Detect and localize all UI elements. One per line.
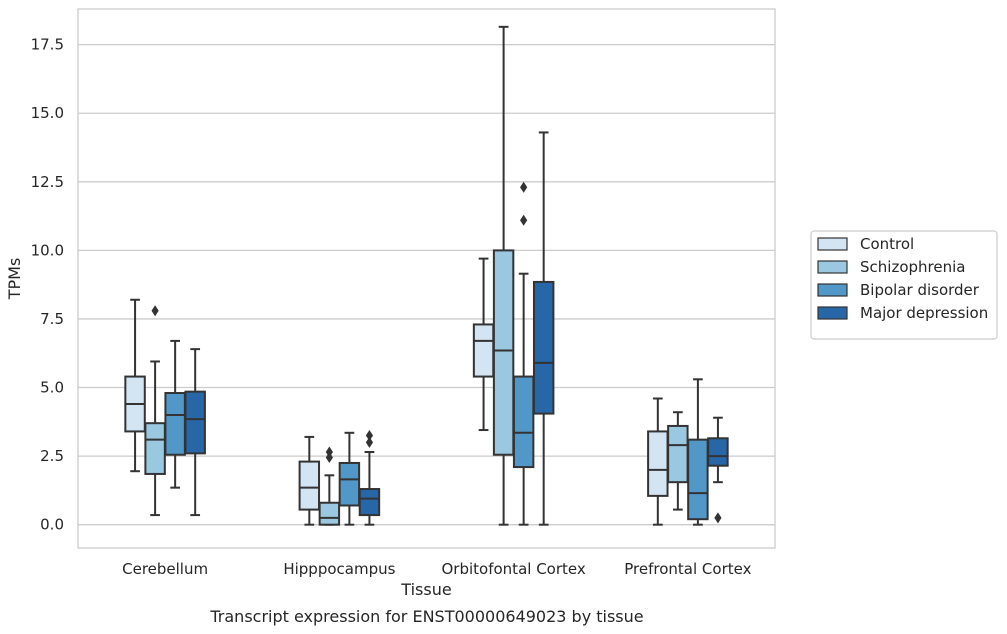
box-major-depression (358, 430, 381, 526)
iqr-box (532, 280, 555, 415)
x-axis-ticks: Cerebellum Hipppocampus Orbitofontal Corte… (122, 560, 751, 578)
outlier-point (325, 446, 333, 458)
y-tick-label: 10.0 (31, 241, 64, 259)
box-schizophrenia (492, 25, 515, 526)
iqr-box (184, 390, 206, 455)
box-bipolar-disorder (512, 181, 535, 526)
boxes (124, 25, 729, 526)
iqr-box (318, 501, 341, 526)
legend-label: Major depression (860, 304, 988, 322)
box-schizophrenia (667, 411, 689, 511)
legend-label: Schizophrenia (860, 258, 965, 276)
iqr-box (358, 488, 381, 517)
outlier-point (365, 436, 374, 448)
iqr-box (164, 392, 186, 456)
y-axis-title: TPMs (5, 258, 24, 301)
box-control (472, 257, 495, 432)
box-bipolar-disorder (338, 431, 361, 526)
box-control (124, 298, 146, 473)
box-bipolar-disorder (164, 339, 186, 489)
box-major-depression (532, 131, 555, 526)
legend-frame (810, 230, 998, 340)
y-tick-label: 15.0 (31, 104, 64, 122)
box-control (298, 435, 321, 526)
legend-swatch (817, 260, 848, 274)
y-tick-label: 12.5 (31, 173, 64, 191)
x-tick-label: Orbitofontal Cortex (442, 560, 586, 578)
box-major-depression (707, 416, 729, 524)
x-axis-title: Tissue (400, 580, 451, 599)
iqr-box (512, 375, 535, 469)
outlier-point (520, 214, 528, 226)
box-control (647, 397, 669, 526)
box-bipolar-disorder (687, 378, 709, 526)
iqr-box (298, 460, 321, 511)
legend: Control Schizophrenia Bipolar disorder Majo… (810, 230, 998, 340)
iqr-box (338, 461, 361, 507)
iqr-box (667, 424, 689, 484)
y-tick-label: 5.0 (40, 379, 64, 397)
outlier-point (520, 181, 528, 193)
box-schizophrenia (318, 446, 341, 526)
outlier-point (365, 430, 374, 442)
y-axis-ticks: 0.0 2.5 5.0 7.5 10.0 12.5 15.0 17.5 (31, 36, 64, 534)
iqr-box (687, 438, 709, 521)
plot-frame (77, 8, 776, 549)
legend-label: Control (860, 235, 914, 253)
x-tick-label: Cerebellum (122, 560, 208, 578)
iqr-box (144, 422, 166, 475)
y-tick-label: 0.0 (40, 516, 64, 534)
legend-swatch (817, 283, 848, 297)
iqr-box (707, 437, 729, 467)
x-tick-label: Hipppocampus (283, 560, 395, 578)
iqr-box (472, 323, 495, 378)
y-tick-label: 17.5 (31, 36, 64, 54)
y-tick-label: 2.5 (40, 447, 64, 465)
y-tick-label: 7.5 (40, 310, 64, 328)
chart-caption: Transcript expression for ENST0000064902… (209, 607, 643, 626)
box-major-depression (184, 348, 206, 517)
outlier-point (151, 305, 159, 317)
outlier-point (714, 512, 722, 524)
legend-label: Bipolar disorder (860, 281, 980, 299)
iqr-box (647, 430, 669, 497)
iqr-box (492, 249, 515, 456)
x-tick-label: Prefrontal Cortex (624, 560, 751, 578)
legend-swatch (817, 306, 848, 320)
legend-swatch (817, 237, 848, 251)
gridlines (78, 44, 775, 526)
box-schizophrenia (144, 305, 166, 517)
